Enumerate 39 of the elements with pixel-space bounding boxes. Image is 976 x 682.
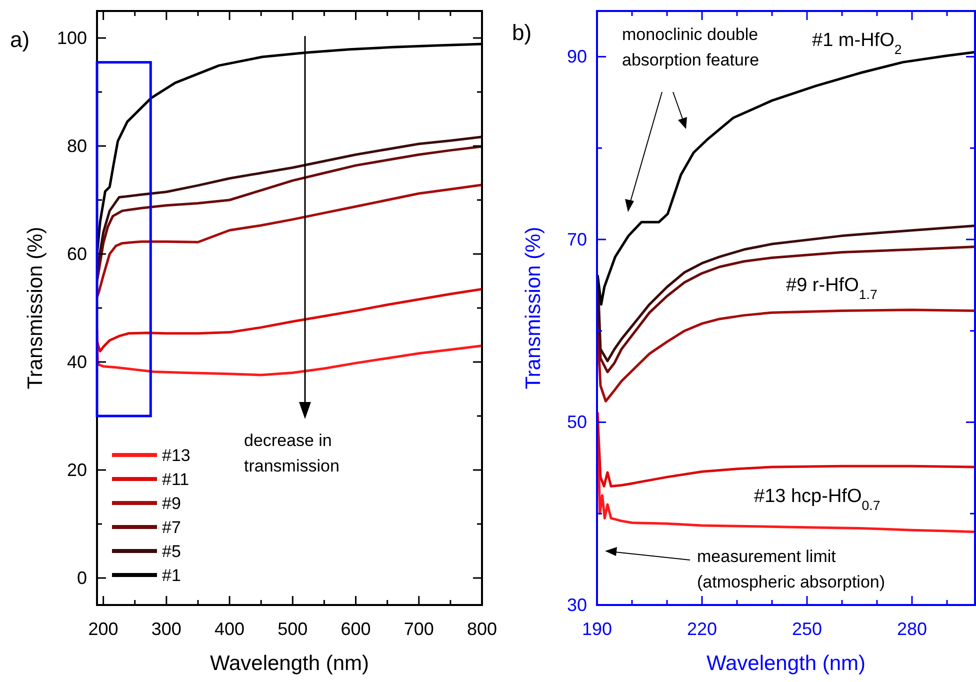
annotation: decrease in transmission [244, 431, 340, 476]
x-tick-label: 800 [466, 619, 498, 639]
y-tick-label: 50 [566, 412, 587, 432]
legend-label: #5 [162, 542, 181, 561]
annotation: #9 r-HfO$_{1.7}$ [786, 275, 878, 302]
x-tick-label: 400 [214, 619, 245, 639]
annotation: #13 hcp-HfO$_{0.7}$ [754, 486, 880, 512]
y-tick-label: 60 [66, 244, 87, 264]
annotation: #1 m-HfO$_{2}$ [812, 30, 902, 56]
y-axis-title: Transmission (%) [24, 226, 47, 390]
text: a) [10, 27, 30, 52]
x-tick-label: 250 [792, 619, 822, 639]
y-tick-label: 70 [566, 229, 587, 250]
x-tick-label: 200 [88, 619, 118, 639]
y-tick-label: 90 [566, 46, 587, 67]
legend-label: #1 [162, 566, 181, 585]
x-axis-title: Wavelength (nm) [210, 652, 370, 675]
y-tick-label: 100 [56, 28, 87, 48]
legend-label: #11 [162, 470, 190, 489]
x-tick-label: 220 [686, 619, 718, 639]
x-axis-title: Wavelength (nm) [706, 652, 866, 675]
x-tick-label: 600 [340, 619, 371, 639]
text: b) [512, 20, 532, 45]
y-tick-label: 0 [76, 568, 87, 588]
legend-label: #13 [162, 446, 190, 465]
annotation: measurement limit (atmospheric absorption) [697, 547, 886, 592]
y-tick-label: 80 [66, 136, 87, 156]
y-axis-title: Transmission (%) [522, 226, 545, 390]
x-tick-label: 280 [896, 619, 928, 639]
legend-label: #9 [162, 494, 181, 513]
annotation: monoclinic double absorption feature [622, 25, 760, 70]
y-tick-label: 20 [66, 460, 87, 480]
x-tick-label: 300 [151, 619, 182, 639]
legend-label: #7 [162, 518, 181, 537]
x-tick-label: 700 [404, 619, 434, 639]
y-tick-label: 30 [566, 595, 587, 615]
x-tick-label: 190 [582, 619, 612, 639]
y-tick-label: 40 [66, 352, 87, 372]
x-tick-label: 500 [278, 619, 308, 639]
